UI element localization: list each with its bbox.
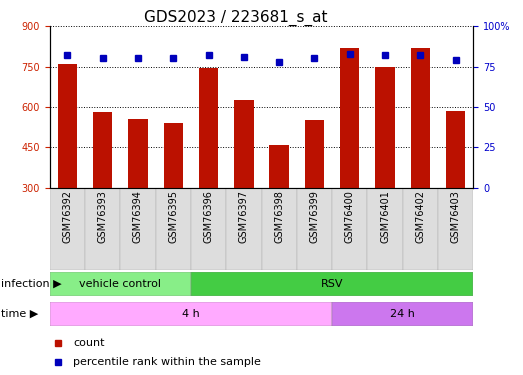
Text: GSM76399: GSM76399 [310,190,320,243]
Text: 4 h: 4 h [182,309,200,319]
Text: GSM76398: GSM76398 [274,190,284,243]
Bar [199,68,218,188]
Bar [376,67,395,188]
Text: GSM76393: GSM76393 [98,190,108,243]
Bar [403,188,438,270]
Bar [367,188,403,270]
Bar [269,144,289,188]
Text: GSM76403: GSM76403 [451,190,461,243]
Text: infection ▶: infection ▶ [1,279,62,289]
Bar [332,302,473,326]
Text: GSM76395: GSM76395 [168,190,178,243]
Text: GSM76401: GSM76401 [380,190,390,243]
Text: time ▶: time ▶ [1,309,38,319]
Text: count: count [73,338,105,348]
Bar [446,111,465,188]
Text: GSM76396: GSM76396 [203,190,213,243]
Bar [297,188,332,270]
Bar [411,48,430,188]
Bar [340,48,359,188]
Bar [50,272,191,296]
Bar [50,302,332,326]
Bar [226,188,262,270]
Bar [85,188,120,270]
Text: GDS2023 / 223681_s_at: GDS2023 / 223681_s_at [144,9,327,26]
Text: GSM76394: GSM76394 [133,190,143,243]
Bar [262,188,297,270]
Bar [234,100,254,188]
Text: vehicle control: vehicle control [79,279,161,289]
Bar [120,188,155,270]
Bar [438,188,473,270]
Text: GSM76397: GSM76397 [239,190,249,243]
Bar [156,188,191,270]
Text: GSM76400: GSM76400 [345,190,355,243]
Text: percentile rank within the sample: percentile rank within the sample [73,357,261,367]
Bar [93,112,112,188]
Bar [191,188,226,270]
Text: RSV: RSV [321,279,344,289]
Bar [191,272,473,296]
Bar [305,120,324,188]
Bar [164,123,183,188]
Bar [58,64,77,188]
Bar [128,119,147,188]
Text: GSM76392: GSM76392 [62,190,72,243]
Text: 24 h: 24 h [390,309,415,319]
Text: GSM76402: GSM76402 [415,190,425,243]
Bar [332,188,367,270]
Bar [50,188,85,270]
